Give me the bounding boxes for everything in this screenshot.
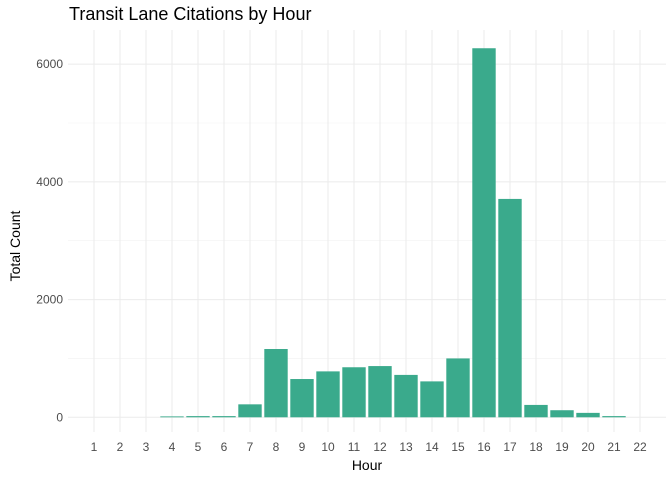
bar-hour-13 bbox=[394, 374, 418, 418]
bar-hour-5 bbox=[186, 416, 210, 418]
x-tick-label: 3 bbox=[143, 440, 150, 454]
x-tick-label: 9 bbox=[299, 440, 306, 454]
y-tick-label: 6000 bbox=[36, 57, 63, 71]
x-tick-label: 13 bbox=[399, 440, 413, 454]
y-tick-label: 2000 bbox=[36, 293, 63, 307]
bar-hour-21 bbox=[602, 416, 626, 418]
x-tick-label: 5 bbox=[195, 440, 202, 454]
x-axis-title: Hour bbox=[352, 457, 383, 473]
x-tick-label: 12 bbox=[373, 440, 387, 454]
y-tick-label: 0 bbox=[56, 410, 63, 424]
bar-hour-19 bbox=[550, 410, 574, 418]
bar-hour-20 bbox=[576, 412, 600, 418]
bar-hour-18 bbox=[524, 404, 548, 418]
y-tick-label: 4000 bbox=[36, 175, 63, 189]
bar-hour-14 bbox=[420, 381, 444, 418]
x-tick-label: 19 bbox=[555, 440, 569, 454]
bar-layer bbox=[160, 48, 626, 418]
x-tick-label: 8 bbox=[273, 440, 280, 454]
x-tick-label: 2 bbox=[117, 440, 124, 454]
bar-hour-10 bbox=[316, 371, 340, 418]
bar-hour-9 bbox=[290, 379, 314, 418]
chart-title: Transit Lane Citations by Hour bbox=[69, 4, 312, 24]
bar-hour-7 bbox=[238, 404, 262, 418]
x-tick-label: 16 bbox=[477, 440, 491, 454]
bar-hour-8 bbox=[264, 349, 288, 418]
bar-hour-15 bbox=[446, 358, 470, 418]
x-tick-label: 15 bbox=[451, 440, 465, 454]
x-tick-labels: 1 2 3 4 5 6 7 8 9 10 11 12 13 14 15 16 17 18 19 20 21 22 bbox=[91, 440, 647, 454]
x-tick-label: 10 bbox=[321, 440, 335, 454]
bar-hour-11 bbox=[342, 367, 366, 418]
x-tick-label: 21 bbox=[607, 440, 621, 454]
x-tick-label: 7 bbox=[247, 440, 254, 454]
grid-layer bbox=[68, 30, 666, 432]
x-tick-label: 20 bbox=[581, 440, 595, 454]
x-tick-label: 1 bbox=[91, 440, 98, 454]
bar-hour-17 bbox=[498, 198, 522, 418]
y-axis-title: Total Count bbox=[7, 210, 23, 281]
x-tick-label: 22 bbox=[633, 440, 647, 454]
x-tick-label: 6 bbox=[221, 440, 228, 454]
bar-hour-6 bbox=[212, 416, 236, 418]
bar-hour-4 bbox=[160, 416, 184, 418]
bar-hour-12 bbox=[368, 366, 392, 418]
x-tick-label: 18 bbox=[529, 440, 543, 454]
y-tick-labels: 0 2000 4000 6000 bbox=[36, 57, 63, 424]
bar-hour-16 bbox=[472, 48, 496, 418]
x-tick-label: 14 bbox=[425, 440, 439, 454]
x-tick-label: 11 bbox=[348, 440, 361, 454]
x-tick-label: 17 bbox=[503, 440, 517, 454]
x-tick-label: 4 bbox=[169, 440, 176, 454]
